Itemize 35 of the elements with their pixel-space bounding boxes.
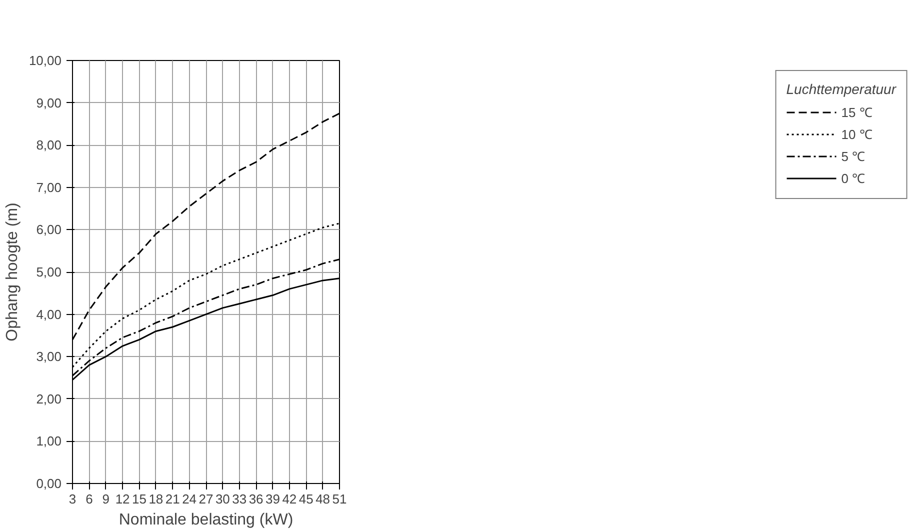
legend-label: 5 ℃ bbox=[841, 148, 866, 165]
legend-label: 0 ℃ bbox=[841, 170, 866, 187]
x-tick-label: 24 bbox=[182, 492, 197, 506]
x-tick-label: 15 bbox=[132, 492, 146, 506]
x-tick-label: 39 bbox=[266, 492, 280, 506]
x-tick-label: 42 bbox=[282, 492, 297, 506]
legend-label: 10 ℃ bbox=[841, 126, 872, 143]
x-tick-label: 12 bbox=[115, 492, 130, 506]
y-axis-title: Ophang hoogte (m) bbox=[4, 202, 21, 342]
x-tick-label: 51 bbox=[332, 492, 347, 506]
y-tick-label: 6,00 bbox=[36, 222, 62, 238]
legend-title: Luchttemperatuur bbox=[786, 81, 896, 97]
y-tick-label: 1,00 bbox=[36, 434, 62, 449]
x-tick-label: 48 bbox=[316, 492, 330, 506]
y-tick-label: 0,00 bbox=[36, 476, 62, 491]
legend-label: 15 ℃ bbox=[841, 104, 872, 121]
x-tick-label: 6 bbox=[86, 492, 93, 506]
x-tick-label: 18 bbox=[148, 492, 164, 506]
y-tick-label: 5,00 bbox=[36, 264, 62, 280]
x-tick-label: 33 bbox=[232, 492, 247, 506]
y-tick-label: 10,00 bbox=[28, 53, 62, 68]
x-tick-label: 45 bbox=[298, 492, 314, 506]
x-axis-title: Nominale belasting (kW) bbox=[118, 512, 294, 528]
y-tick-label: 3,00 bbox=[36, 349, 62, 364]
x-tick-label: 36 bbox=[248, 492, 264, 506]
y-tick-label: 2,00 bbox=[36, 391, 62, 406]
x-tick-label: 9 bbox=[102, 492, 110, 506]
y-tick-label: 7,00 bbox=[36, 180, 62, 195]
x-tick-label: 3 bbox=[68, 492, 76, 506]
x-tick-label: 30 bbox=[215, 492, 230, 506]
y-tick-label: 9,00 bbox=[36, 95, 62, 110]
x-tick-label: 21 bbox=[165, 492, 180, 506]
y-tick-label: 8,00 bbox=[36, 138, 62, 153]
y-tick-label: 4,00 bbox=[36, 306, 62, 322]
x-tick-label: 27 bbox=[198, 492, 214, 506]
